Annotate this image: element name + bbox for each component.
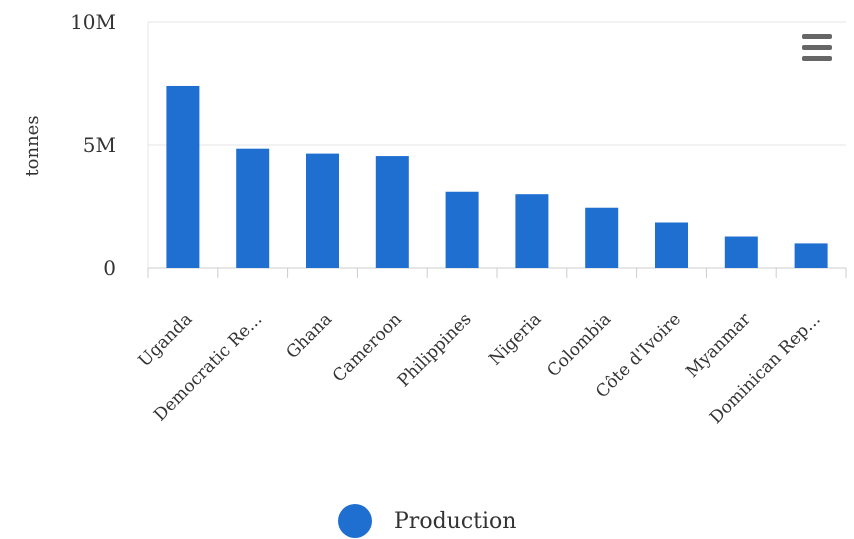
bar[interactable] [655, 222, 688, 268]
bar[interactable] [585, 207, 619, 268]
hamburger-menu-icon[interactable] [798, 28, 836, 68]
x-tick-label: Uganda [135, 309, 197, 371]
y-tick-label: 0 [103, 256, 116, 280]
bar[interactable] [515, 194, 549, 268]
grid-lines [148, 21, 846, 146]
legend-marker-icon [338, 504, 372, 538]
bar[interactable] [236, 148, 270, 268]
x-tick-label: Colombia [543, 309, 615, 381]
bar[interactable] [794, 243, 828, 268]
legend-item-production[interactable]: Production [338, 503, 516, 539]
x-tick-label: Cameroon [329, 309, 406, 386]
y-tick-label: 5M [83, 133, 116, 157]
x-tick-label: Nigeria [485, 309, 545, 369]
x-tick-label: Myanmar [682, 309, 755, 382]
y-axis-label: tonnes [22, 115, 43, 176]
bar[interactable] [724, 236, 758, 268]
bar[interactable] [445, 191, 479, 268]
bars [166, 85, 828, 269]
bar[interactable] [375, 156, 409, 268]
bar[interactable] [306, 153, 339, 268]
x-tick-label: Philippines [394, 309, 476, 391]
bar[interactable] [166, 85, 200, 269]
y-tick-label: 10M [70, 10, 116, 34]
legend-label: Production [394, 508, 517, 534]
x-tick-label: Ghana [282, 309, 336, 363]
